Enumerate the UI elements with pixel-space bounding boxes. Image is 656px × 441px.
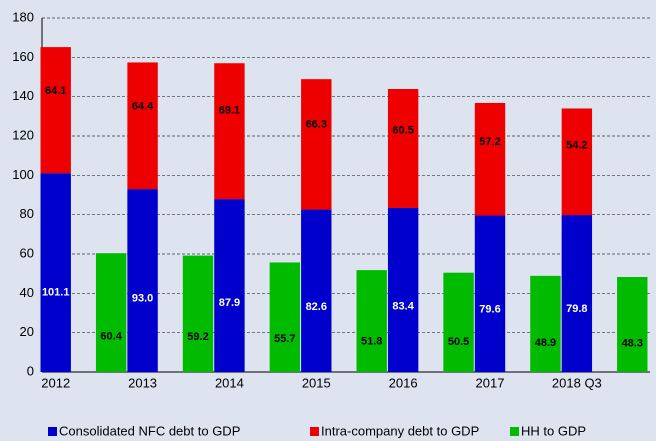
data-label: 66.3 [306,119,327,131]
data-label: 60.5 [392,125,413,137]
data-label: 69.1 [219,105,240,117]
data-label: 60.4 [100,330,122,342]
y-tick-label: 0 [27,363,34,378]
x-tick-label: 2012 [41,375,70,390]
data-label: 87.9 [219,297,240,309]
legend-label: Consolidated NFC debt to GDP [59,423,240,438]
x-tick-label: 2018 Q3 [552,375,602,390]
data-label: 50.5 [448,336,469,348]
bar [127,189,158,372]
bar [301,209,332,372]
y-tick-label: 40 [20,285,34,300]
x-tick-label: 2017 [476,375,505,390]
data-label: 83.4 [392,300,414,312]
y-tick-label: 60 [20,245,34,260]
bar [617,277,648,372]
y-tick-label: 80 [20,206,34,221]
data-label: 93.0 [132,293,153,305]
data-label: 51.8 [361,335,382,347]
bar [40,47,71,174]
legend-swatch [510,427,519,436]
y-tick-label: 120 [12,127,34,142]
data-label: 64.4 [132,101,154,113]
data-label: 54.2 [566,140,587,152]
data-label: 79.6 [479,303,500,315]
bar [40,173,71,372]
bar [387,88,419,208]
x-tick-label: 2014 [215,375,244,390]
legend-label: HH to GDP [521,423,586,438]
data-label: 48.3 [622,337,643,349]
bar [474,215,506,372]
bar [561,215,593,372]
y-tick-label: 180 [12,9,34,24]
bar [530,275,561,372]
bar [269,262,301,372]
data-label: 57.2 [479,136,500,148]
y-tick-label: 160 [12,49,34,64]
bar [127,62,158,190]
y-tick-label: 20 [20,324,34,339]
bar [182,255,214,372]
legend-swatch [48,427,57,436]
data-label: 101.1 [42,286,70,298]
bar [356,270,387,372]
legend-label: Intra-company debt to GDP [321,423,479,438]
bar [561,108,593,216]
x-tick-label: 2015 [302,375,331,390]
data-label: 82.6 [306,301,327,313]
bar [443,272,474,372]
x-tick-label: 2016 [389,375,418,390]
data-label: 79.8 [566,303,587,315]
bar [214,63,245,200]
legend-swatch [310,427,319,436]
data-label: 55.7 [274,333,295,345]
bar [387,207,419,372]
bar [214,199,245,372]
y-tick-label: 100 [12,167,34,182]
data-label: 48.9 [535,337,556,349]
bar [474,102,506,216]
y-tick-label: 140 [12,88,34,103]
data-label: 64.1 [45,85,66,97]
bar [95,253,127,372]
data-label: 59.2 [187,331,208,343]
x-tick-label: 2013 [128,375,157,390]
bar [301,79,332,210]
